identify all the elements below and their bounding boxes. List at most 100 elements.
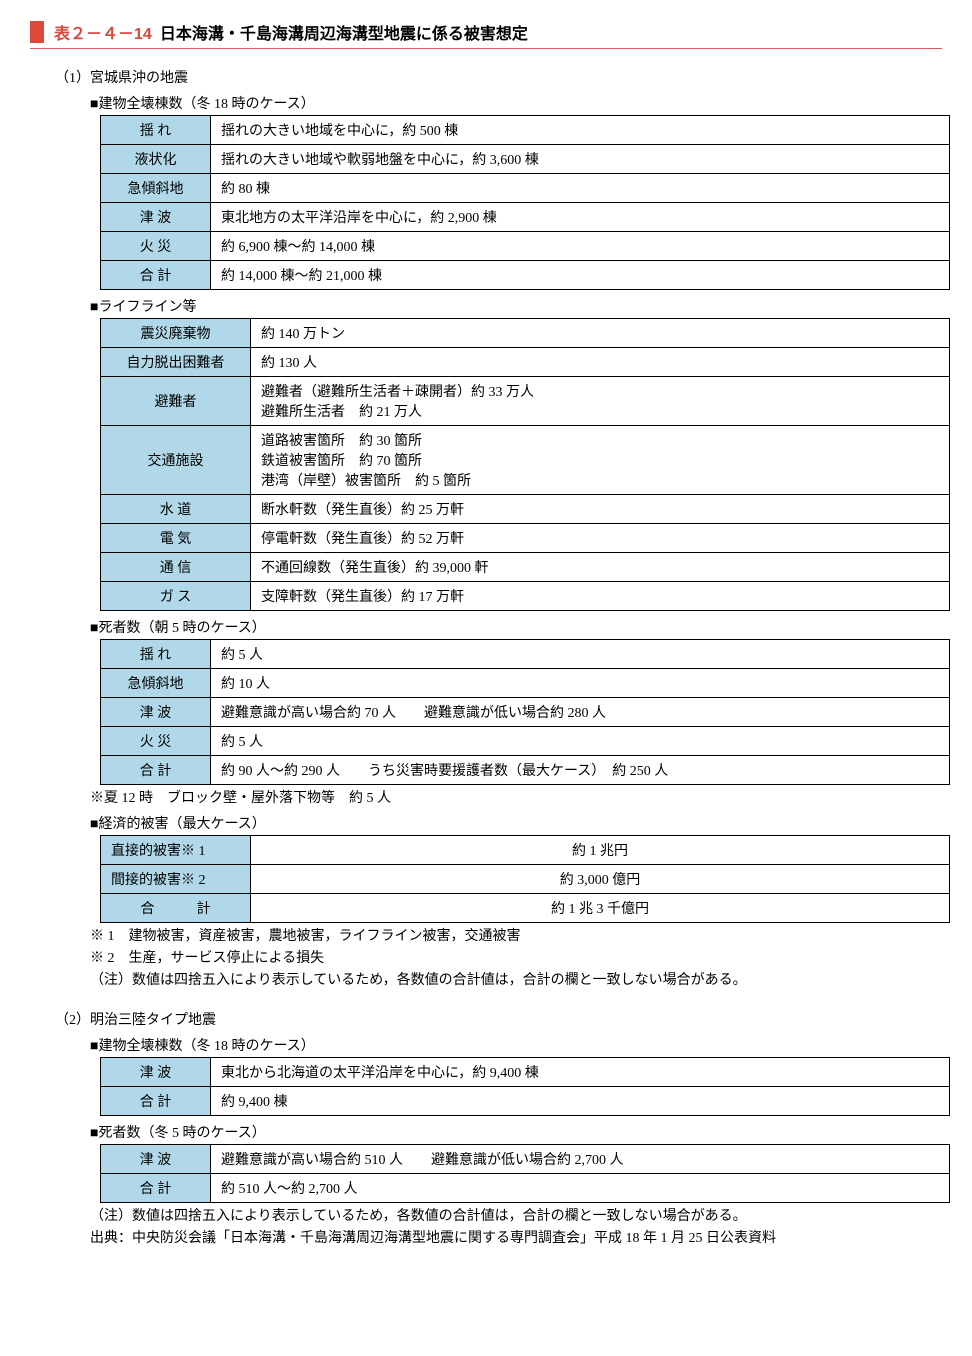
s2-table1: 津 波東北から北海道の太平洋沿岸を中心に，約 9,400 棟合 計約 9,400… — [100, 1057, 950, 1116]
title-accent-block — [30, 21, 44, 43]
row-value: 東北地方の太平洋沿岸を中心に，約 2,900 棟 — [211, 203, 950, 232]
table-row: 避難者避難者（避難所生活者＋疎開者）約 33 万人避難所生活者 約 21 万人 — [101, 377, 950, 426]
row-value: 約 1 兆 3 千億円 — [251, 894, 950, 923]
row-value: 約 130 人 — [251, 348, 950, 377]
row-value: 約 3,000 億円 — [251, 865, 950, 894]
table-row: 火 災約 6,900 棟～約 14,000 棟 — [101, 232, 950, 261]
row-value: 約 14,000 棟～約 21,000 棟 — [211, 261, 950, 290]
row-value: 約 90 人～約 290 人 うち災害時要援護者数（最大ケース） 約 250 人 — [211, 756, 950, 785]
s1-table4-title: ■経済的被害（最大ケース） — [30, 813, 942, 833]
row-value: 避難意識が高い場合約 70 人 避難意識が低い場合約 280 人 — [211, 698, 950, 727]
row-header: 液状化 — [101, 145, 211, 174]
table-row: 間接的被害※ 2約 3,000 億円 — [101, 865, 950, 894]
s1-table4: 直接的被害※ 1約 1 兆円間接的被害※ 2約 3,000 億円合 計約 1 兆… — [100, 835, 950, 923]
row-value: 約 80 棟 — [211, 174, 950, 203]
table-row: 水 道断水軒数（発生直後）約 25 万軒 — [101, 495, 950, 524]
table-row: 合 計約 510 人～約 2,700 人 — [101, 1174, 950, 1203]
row-value: 道路被害箇所 約 30 箇所鉄道被害箇所 約 70 箇所港湾（岸壁）被害箇所 約… — [251, 426, 950, 495]
row-header: 震災廃棄物 — [101, 319, 251, 348]
row-header: 合 計 — [101, 756, 211, 785]
row-value: 東北から北海道の太平洋沿岸を中心に，約 9,400 棟 — [211, 1058, 950, 1087]
row-header: 津 波 — [101, 1145, 211, 1174]
table-row: 合 計約 90 人～約 290 人 うち災害時要援護者数（最大ケース） 約 25… — [101, 756, 950, 785]
row-header: 火 災 — [101, 727, 211, 756]
table-row: 津 波東北から北海道の太平洋沿岸を中心に，約 9,400 棟 — [101, 1058, 950, 1087]
table-row: 通 信不通回線数（発生直後）約 39,000 軒 — [101, 553, 950, 582]
row-value: 約 6,900 棟～約 14,000 棟 — [211, 232, 950, 261]
table-row: 急傾斜地約 80 棟 — [101, 174, 950, 203]
row-value: 約 5 人 — [211, 640, 950, 669]
row-header: 津 波 — [101, 698, 211, 727]
row-value: 避難者（避難所生活者＋疎開者）約 33 万人避難所生活者 約 21 万人 — [251, 377, 950, 426]
table-number: 表２－４－14 — [54, 20, 152, 44]
table-row: 合 計約 9,400 棟 — [101, 1087, 950, 1116]
table-row: ガ ス支障軒数（発生直後）約 17 万軒 — [101, 582, 950, 611]
table-title: 日本海溝・千島海溝周辺海溝型地震に係る被害想定 — [160, 20, 528, 44]
row-header: 避難者 — [101, 377, 251, 426]
table-row: 揺 れ約 5 人 — [101, 640, 950, 669]
row-value: 揺れの大きい地域を中心に，約 500 棟 — [211, 116, 950, 145]
row-value: 約 10 人 — [211, 669, 950, 698]
row-header: 直接的被害※ 1 — [101, 836, 251, 865]
s1-table2-title: ■ライフライン等 — [30, 296, 942, 316]
row-header: 火 災 — [101, 232, 211, 261]
row-value: 約 1 兆円 — [251, 836, 950, 865]
row-value: 避難意識が高い場合約 510 人 避難意識が低い場合約 2,700 人 — [211, 1145, 950, 1174]
row-header: 合 計 — [101, 1174, 211, 1203]
row-header: 交通施設 — [101, 426, 251, 495]
row-value: 約 5 人 — [211, 727, 950, 756]
section-2-heading: （2）明治三陸タイプ地震 — [30, 1009, 942, 1029]
s2-table1-title: ■建物全壊棟数（冬 18 時のケース） — [30, 1035, 942, 1055]
row-value: 断水軒数（発生直後）約 25 万軒 — [251, 495, 950, 524]
table-row: 液状化揺れの大きい地域や軟弱地盤を中心に，約 3,600 棟 — [101, 145, 950, 174]
table-row: 震災廃棄物約 140 万トン — [101, 319, 950, 348]
row-value: 支障軒数（発生直後）約 17 万軒 — [251, 582, 950, 611]
source-line: 出典：中央防災会議「日本海溝・千島海溝周辺海溝型地震に関する専門調査会」平成 1… — [30, 1227, 942, 1247]
table-row: 急傾斜地約 10 人 — [101, 669, 950, 698]
row-value: 約 9,400 棟 — [211, 1087, 950, 1116]
s1-table1: 揺 れ揺れの大きい地域を中心に，約 500 棟液状化揺れの大きい地域や軟弱地盤を… — [100, 115, 950, 290]
s1-note-2: ※ 2 生産，サービス停止による損失 — [30, 947, 942, 967]
s1-table1-title: ■建物全壊棟数（冬 18 時のケース） — [30, 93, 942, 113]
table-row: 合 計約 14,000 棟～約 21,000 棟 — [101, 261, 950, 290]
s1-table3: 揺 れ約 5 人急傾斜地約 10 人津 波避難意識が高い場合約 70 人 避難意… — [100, 639, 950, 785]
table-row: 揺 れ揺れの大きい地域を中心に，約 500 棟 — [101, 116, 950, 145]
table-row: 直接的被害※ 1約 1 兆円 — [101, 836, 950, 865]
row-header: 合 計 — [101, 261, 211, 290]
row-header: 合 計 — [101, 894, 251, 923]
title-bar: 表２－４－14 日本海溝・千島海溝周辺海溝型地震に係る被害想定 — [30, 20, 942, 49]
s2-table2-title: ■死者数（冬 5 時のケース） — [30, 1122, 942, 1142]
s2-note: （注）数値は四捨五入により表示しているため，各数値の合計値は，合計の欄と一致しな… — [30, 1205, 942, 1225]
table-row: 火 災約 5 人 — [101, 727, 950, 756]
row-value: 停電軒数（発生直後）約 52 万軒 — [251, 524, 950, 553]
table-row: 合 計約 1 兆 3 千億円 — [101, 894, 950, 923]
table-row: 交通施設道路被害箇所 約 30 箇所鉄道被害箇所 約 70 箇所港湾（岸壁）被害… — [101, 426, 950, 495]
row-header: 電 気 — [101, 524, 251, 553]
row-header: 津 波 — [101, 1058, 211, 1087]
table-row: 津 波避難意識が高い場合約 70 人 避難意識が低い場合約 280 人 — [101, 698, 950, 727]
row-value: 約 140 万トン — [251, 319, 950, 348]
row-header: 自力脱出困難者 — [101, 348, 251, 377]
s2-table2: 津 波避難意識が高い場合約 510 人 避難意識が低い場合約 2,700 人合 … — [100, 1144, 950, 1203]
row-header: 急傾斜地 — [101, 174, 211, 203]
row-header: 津 波 — [101, 203, 211, 232]
row-header: 揺 れ — [101, 640, 211, 669]
row-header: 水 道 — [101, 495, 251, 524]
s1-table2: 震災廃棄物約 140 万トン自力脱出困難者約 130 人避難者避難者（避難所生活… — [100, 318, 950, 611]
s1-note-1: ※ 1 建物被害，資産被害，農地被害，ライフライン被害，交通被害 — [30, 925, 942, 945]
row-value: 揺れの大きい地域や軟弱地盤を中心に，約 3,600 棟 — [211, 145, 950, 174]
row-value: 約 510 人～約 2,700 人 — [211, 1174, 950, 1203]
table-row: 津 波東北地方の太平洋沿岸を中心に，約 2,900 棟 — [101, 203, 950, 232]
row-header: 急傾斜地 — [101, 669, 211, 698]
section-1-heading: （1）宮城県沖の地震 — [30, 67, 942, 87]
row-header: 揺 れ — [101, 116, 211, 145]
s1-t3-footnote: ※夏 12 時 ブロック壁・屋外落下物等 約 5 人 — [30, 787, 942, 807]
row-value: 不通回線数（発生直後）約 39,000 軒 — [251, 553, 950, 582]
row-header: 通 信 — [101, 553, 251, 582]
table-row: 津 波避難意識が高い場合約 510 人 避難意識が低い場合約 2,700 人 — [101, 1145, 950, 1174]
s1-table3-title: ■死者数（朝 5 時のケース） — [30, 617, 942, 637]
s1-note-3: （注）数値は四捨五入により表示しているため，各数値の合計値は，合計の欄と一致しな… — [30, 969, 942, 989]
table-row: 自力脱出困難者約 130 人 — [101, 348, 950, 377]
row-header: ガ ス — [101, 582, 251, 611]
row-header: 間接的被害※ 2 — [101, 865, 251, 894]
